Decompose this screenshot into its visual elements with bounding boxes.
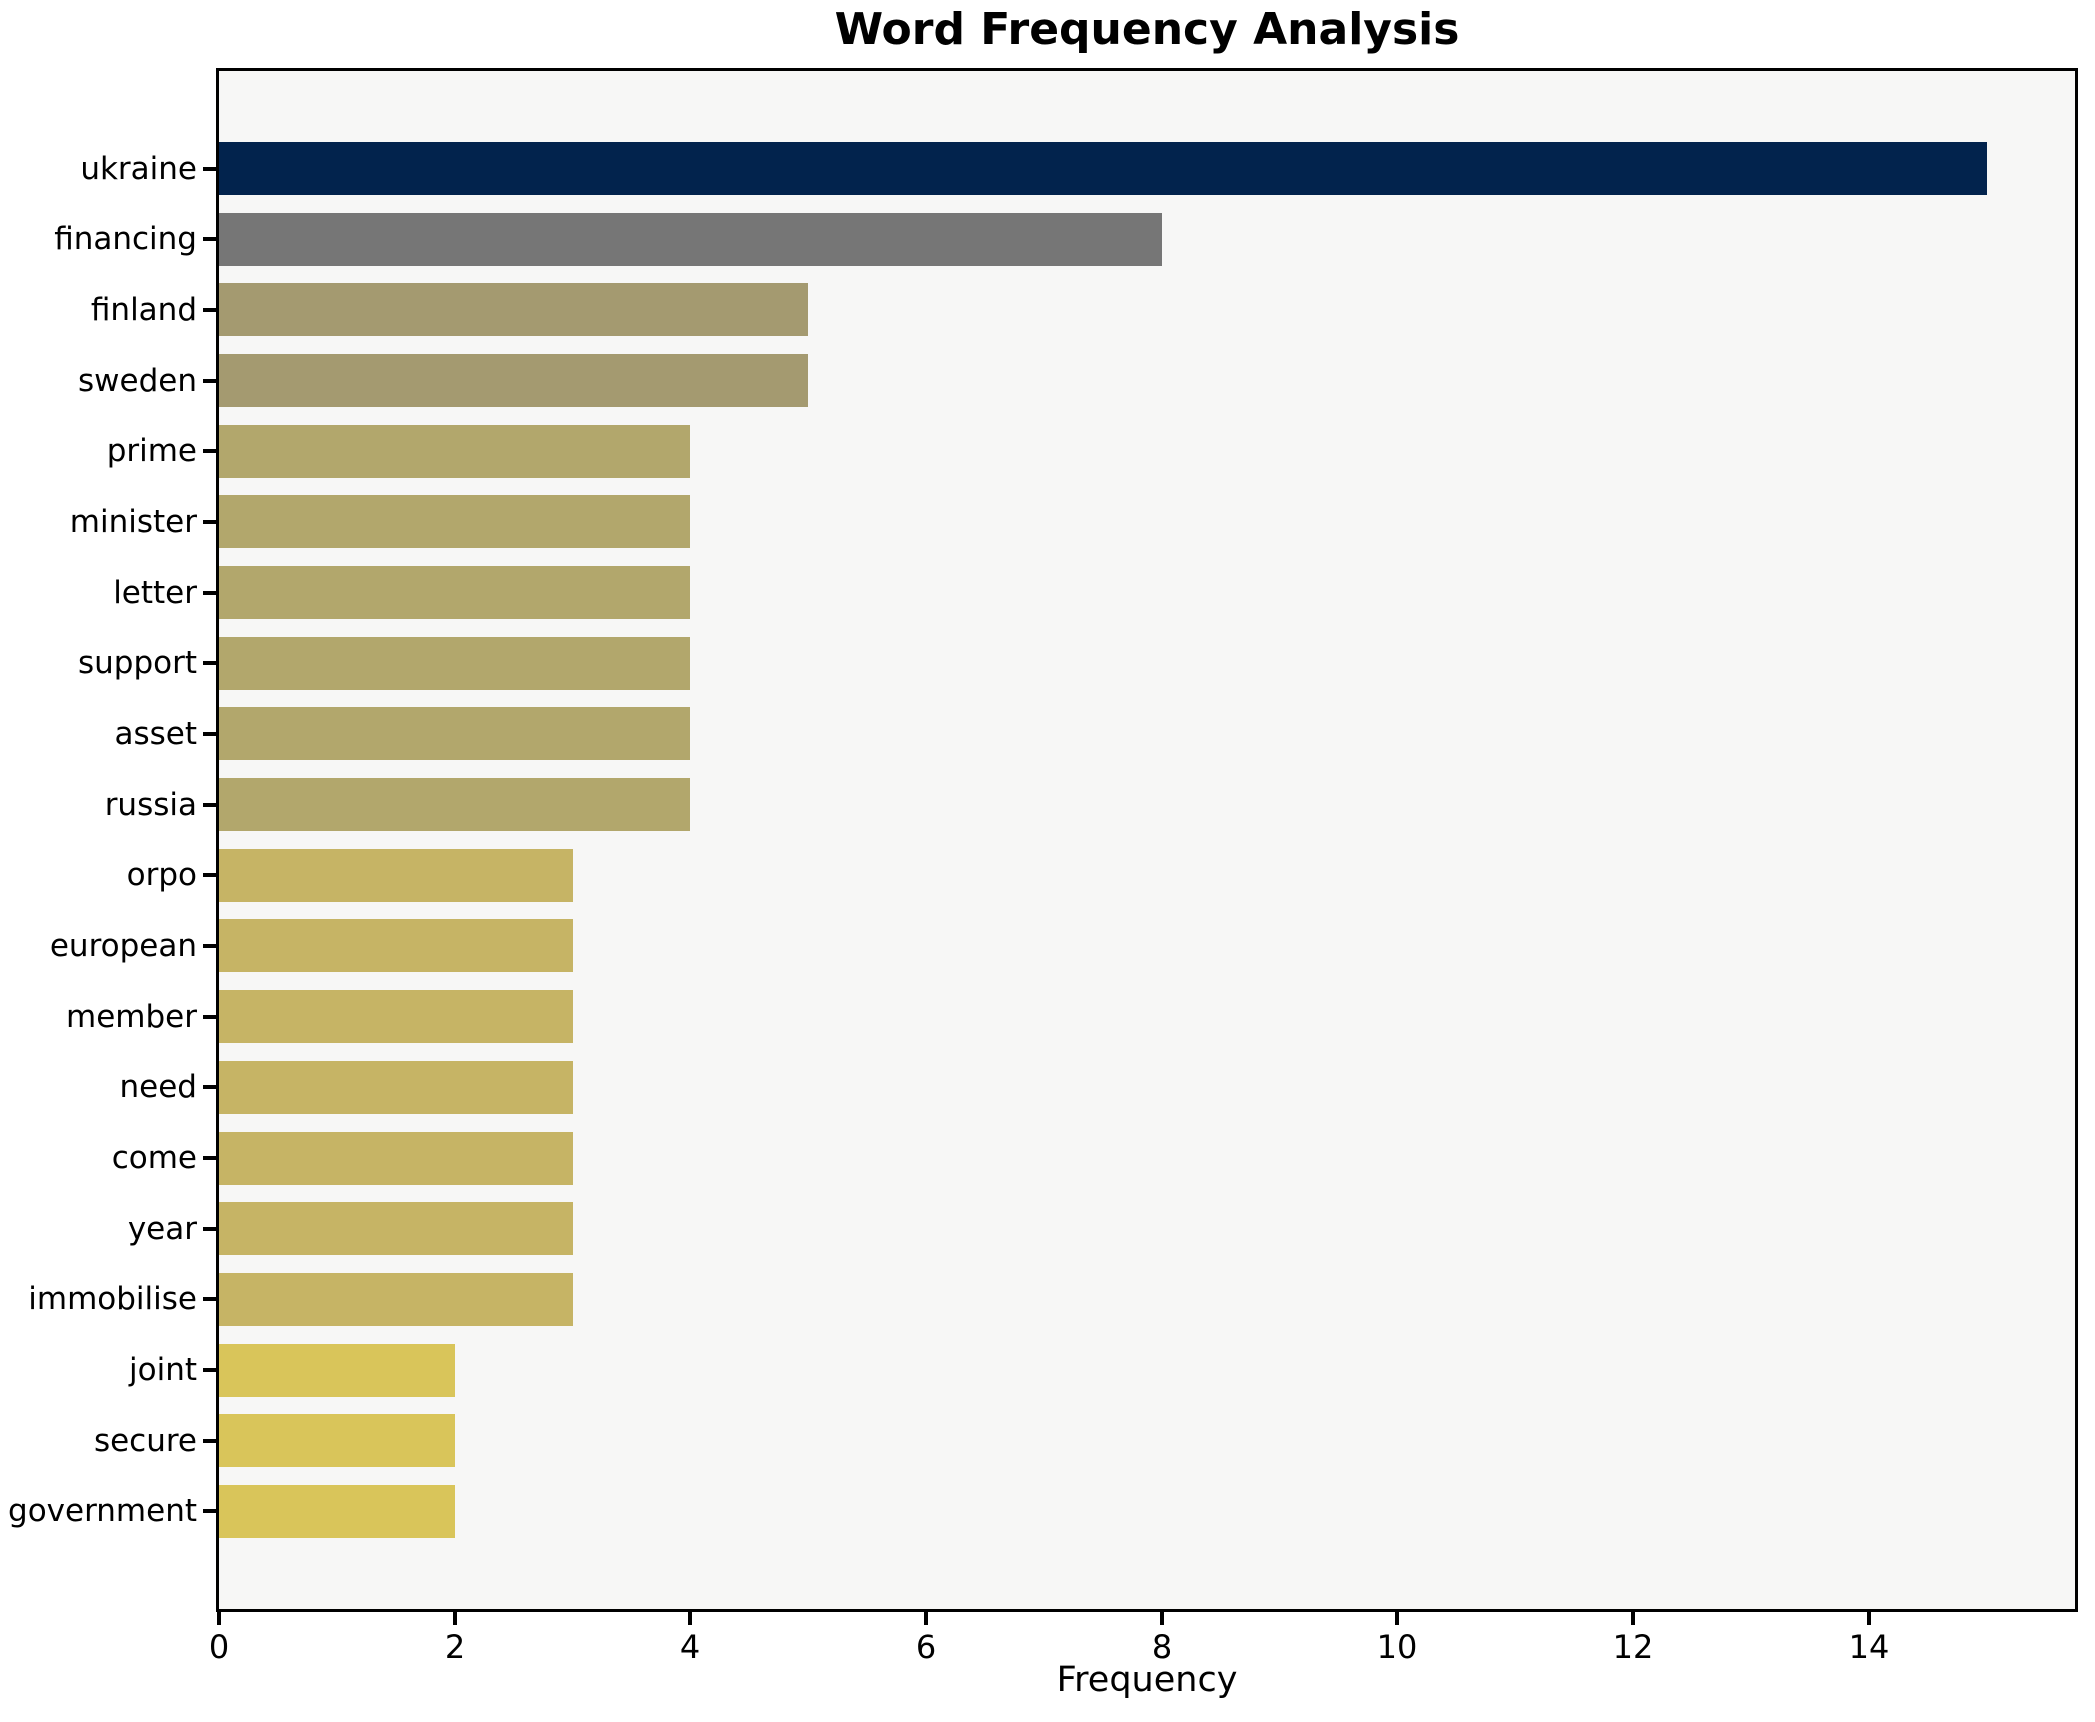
y-axis-label-sweden: sweden [78,363,197,399]
x-tick-label: 14 [1848,1628,1890,1666]
bar-minister [219,495,690,548]
y-axis-label-need: need [119,1069,197,1105]
x-tick-mark [1867,1612,1871,1625]
x-tick-mark [1160,1612,1164,1625]
y-tick-mark [203,661,216,665]
y-tick-mark [203,944,216,948]
bar-letter [219,566,690,619]
bar-joint [219,1344,455,1397]
y-axis-label-government: government [8,1493,197,1529]
y-axis-label-year: year [127,1211,197,1247]
y-axis-label-joint: joint [129,1352,197,1388]
y-axis-label-financing: financing [54,221,197,257]
x-tick-label: 0 [208,1628,230,1666]
x-axis-label: Frequency [1056,1660,1238,1700]
x-tick-mark [453,1612,457,1625]
bar-government [219,1485,455,1538]
bar-orpo [219,849,573,902]
bar-member [219,990,573,1043]
y-tick-mark [203,803,216,807]
x-tick-label: 4 [679,1628,701,1666]
bar-ukraine [219,142,1987,195]
x-tick-mark [217,1612,221,1625]
bar-secure [219,1414,455,1467]
y-axis-label-russia: russia [104,787,197,823]
bar-sweden [219,354,808,407]
bar-prime [219,425,690,478]
y-axis-label-support: support [77,645,197,681]
y-axis-label-asset: asset [114,716,197,752]
y-axis-label-finland: finland [90,292,197,328]
x-tick-mark [924,1612,928,1625]
y-tick-mark [203,1156,216,1160]
bar-european [219,919,573,972]
bar-financing [219,213,1162,266]
x-tick-label: 2 [444,1628,466,1666]
y-tick-mark [203,591,216,595]
y-axis-label-orpo: orpo [126,857,197,893]
y-axis-label-prime: prime [106,433,197,469]
y-tick-mark [203,1297,216,1301]
chart-title: Word Frequency Analysis [834,4,1460,55]
y-axis-label-letter: letter [113,575,197,611]
bar-support [219,637,690,690]
y-tick-mark [203,1439,216,1443]
y-tick-mark [203,237,216,241]
y-tick-mark [203,1509,216,1513]
x-tick-label: 8 [1151,1628,1173,1666]
y-tick-mark [203,167,216,171]
x-tick-mark [688,1612,692,1625]
y-tick-mark [203,873,216,877]
y-tick-mark [203,449,216,453]
x-tick-label: 6 [915,1628,937,1666]
y-tick-mark [203,379,216,383]
y-tick-mark [203,1368,216,1372]
y-axis-label-come: come [111,1140,197,1176]
y-axis-label-member: member [66,999,197,1035]
bar-immobilise [219,1273,573,1326]
bar-asset [219,707,690,760]
x-tick-mark [1395,1612,1399,1625]
y-axis-label-secure: secure [93,1423,197,1459]
y-tick-mark [203,520,216,524]
bar-finland [219,283,808,336]
bar-need [219,1061,573,1114]
y-tick-mark [203,1227,216,1231]
y-tick-mark [203,732,216,736]
x-tick-label: 12 [1612,1628,1654,1666]
bar-come [219,1132,573,1185]
plot-area [216,68,2078,1612]
y-axis-label-minister: minister [69,504,197,540]
y-tick-mark [203,1085,216,1089]
x-tick-label: 10 [1376,1628,1418,1666]
y-tick-mark [203,308,216,312]
y-axis-label-european: european [49,928,197,964]
bar-russia [219,778,690,831]
y-axis-label-ukraine: ukraine [80,151,197,187]
y-axis-label-immobilise: immobilise [28,1281,197,1317]
bar-year [219,1202,573,1255]
y-tick-mark [203,1015,216,1019]
x-tick-mark [1631,1612,1635,1625]
